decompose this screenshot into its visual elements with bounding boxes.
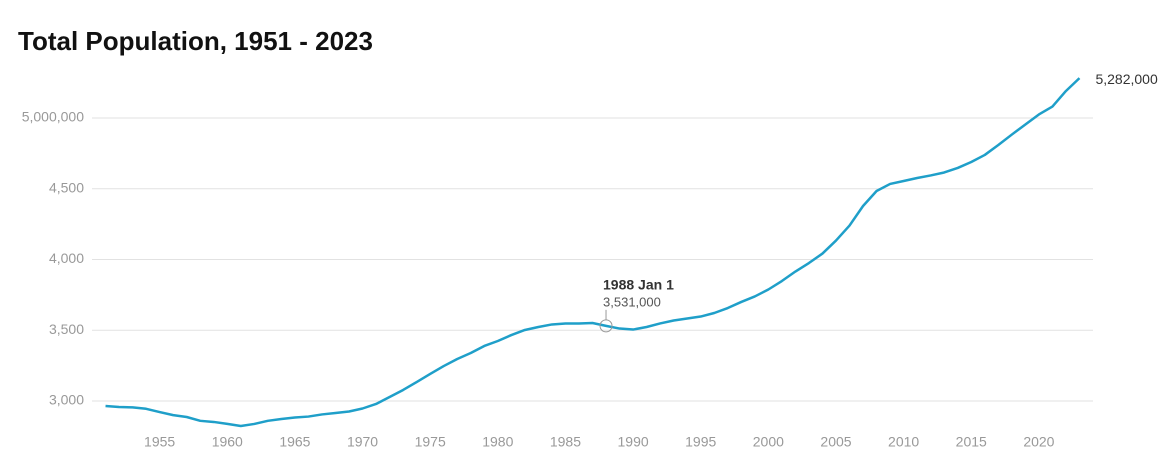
end-label: 5,282,000 [1095, 71, 1157, 87]
x-tick-label: 2005 [820, 434, 851, 450]
x-tick-label: 1970 [347, 434, 378, 450]
x-tick-label: 1965 [279, 434, 310, 450]
y-tick-label: 4,000 [49, 250, 84, 266]
x-tick-label: 2010 [888, 434, 919, 450]
annotation-title: 1988 Jan 1 [603, 277, 674, 293]
x-tick-label: 1985 [550, 434, 581, 450]
y-tick-label: 4,500 [49, 179, 84, 195]
x-tick-label: 1990 [618, 434, 649, 450]
x-tick-label: 2015 [956, 434, 987, 450]
y-tick-label: 3,500 [49, 321, 84, 337]
y-tick-label: 3,000 [49, 392, 84, 408]
x-tick-label: 1955 [144, 434, 175, 450]
x-tick-label: 2020 [1023, 434, 1054, 450]
annotation-value: 3,531,000 [603, 294, 661, 309]
y-tick-label: 5,000,000 [22, 109, 84, 125]
line [105, 77, 1081, 428]
x-tick-label: 1980 [482, 434, 513, 450]
x-tick-label: 1995 [685, 434, 716, 450]
x-tick-label: 1960 [212, 434, 243, 450]
chart-title: Total Population, 1951 - 2023 [18, 26, 373, 56]
x-tick-label: 1975 [415, 434, 446, 450]
x-tick-label: 2000 [753, 434, 784, 450]
